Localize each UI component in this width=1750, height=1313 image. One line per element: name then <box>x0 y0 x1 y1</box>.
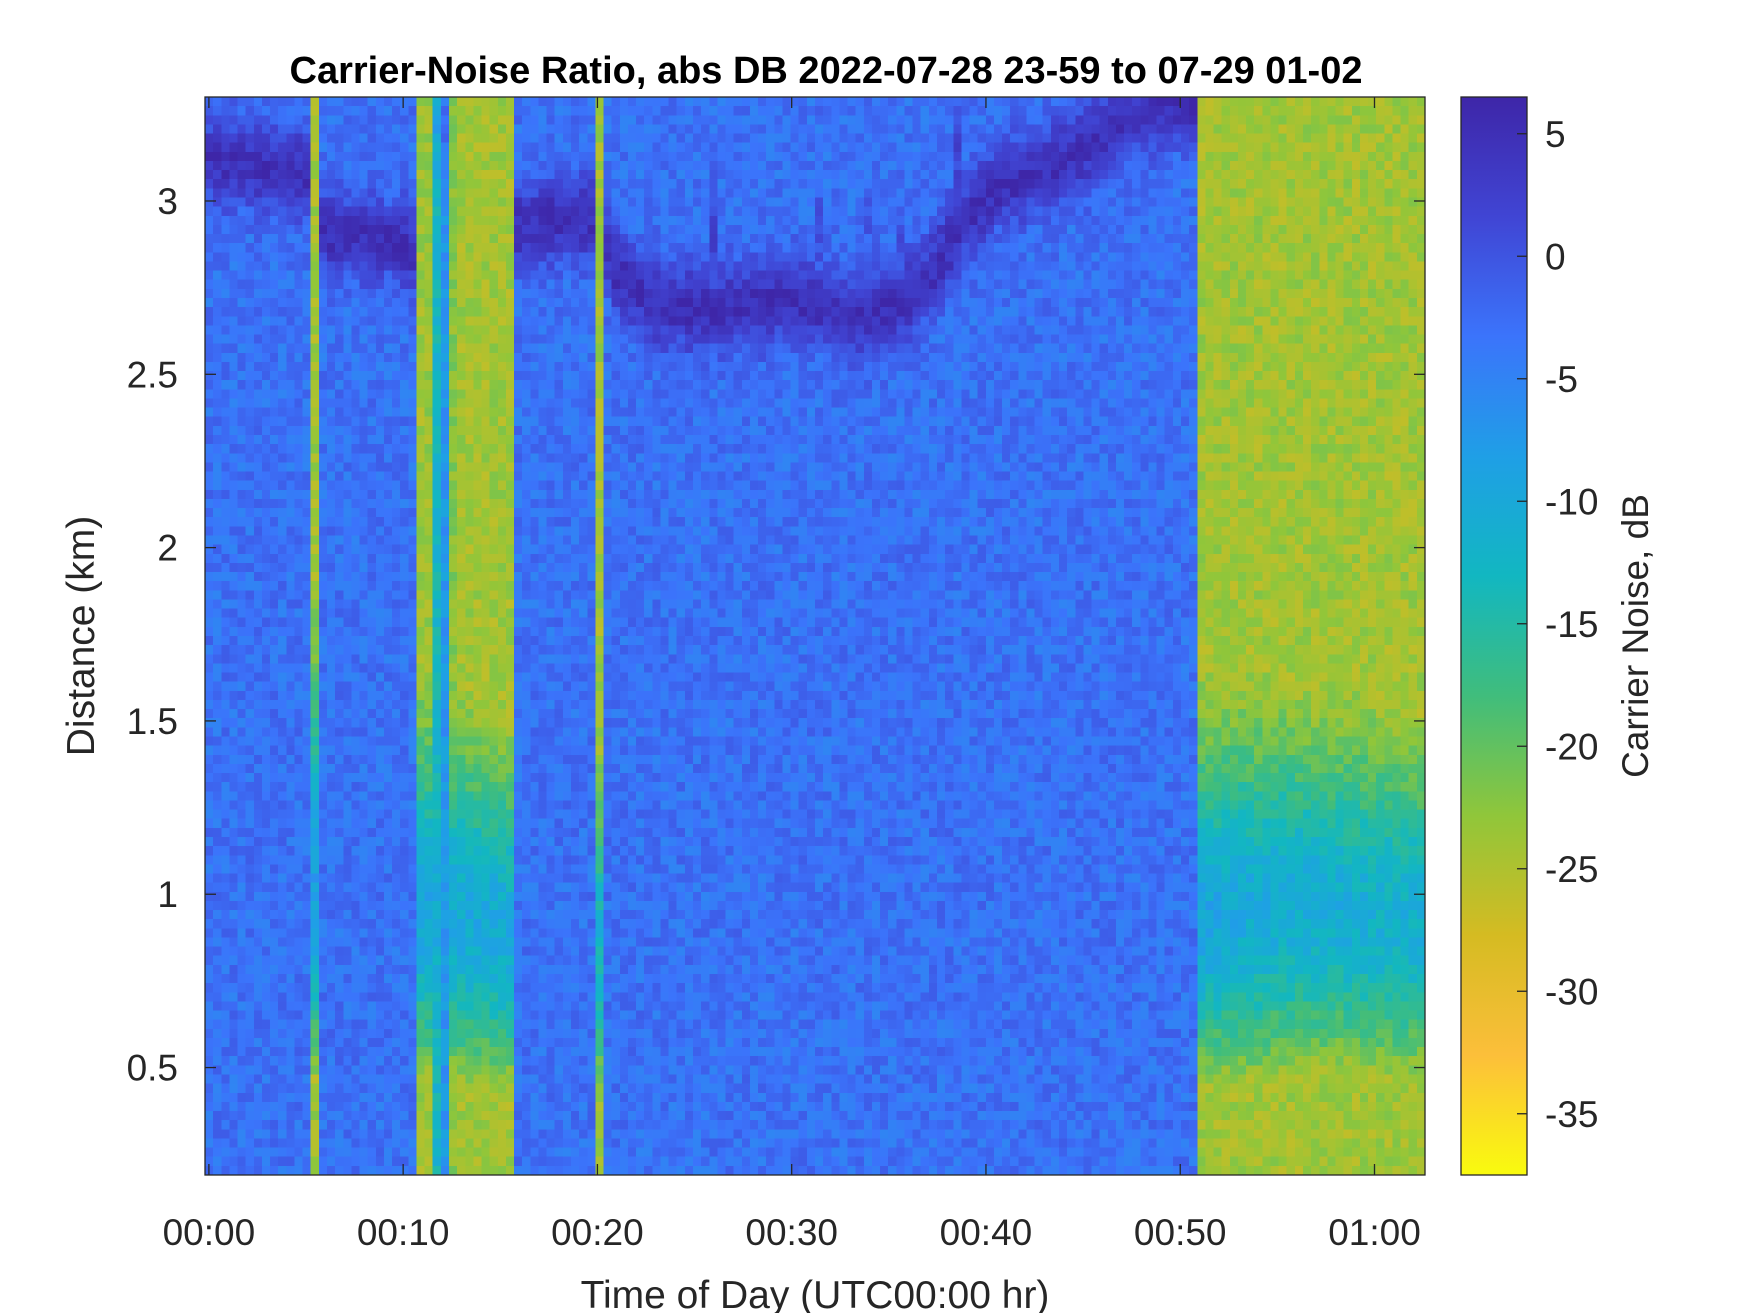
x-axis: 00:00 00:10 00:20 00:30 00:40 00:50 01:00 <box>163 97 1421 1253</box>
chart-title: Carrier-Noise Ratio, abs DB 2022-07-28 2… <box>290 50 1363 92</box>
colorbar: 5 0 -5 -10 -15 -20 -25 -30 -35 <box>1460 96 1598 1176</box>
colorbar-tick-label: -10 <box>1545 481 1598 522</box>
colorbar-tick-label: 5 <box>1545 114 1566 155</box>
x-tick-label: 00:20 <box>551 1212 644 1253</box>
colorbar-tick-label: 0 <box>1545 236 1566 277</box>
x-tick-label: 01:00 <box>1328 1212 1421 1253</box>
colorbar-label: Carrier Noise, dB <box>1615 494 1656 778</box>
colorbar-gradient <box>1460 96 1528 1176</box>
x-tick-label: 00:10 <box>357 1212 450 1253</box>
plot-frame <box>204 96 1426 1176</box>
colorbar-tick-label: -20 <box>1545 726 1598 767</box>
y-tick-label: 2.5 <box>127 354 178 395</box>
y-tick-label: 3 <box>157 181 178 222</box>
x-axis-label: Time of Day (UTC00:00 hr) <box>581 1274 1050 1313</box>
plot-area <box>204 96 1426 1176</box>
y-tick-label: 1.5 <box>127 701 178 742</box>
y-axis: 0.5 1 1.5 2 2.5 3 <box>127 181 1425 1089</box>
y-tick-label: 1 <box>157 874 178 915</box>
colorbar-tick-label: -25 <box>1545 849 1598 890</box>
colorbar-tick-label: -15 <box>1545 604 1598 645</box>
y-axis-label: Distance (km) <box>60 516 103 757</box>
colorbar-tick-label: -30 <box>1545 971 1598 1012</box>
colorbar-tick-label: -35 <box>1545 1094 1598 1135</box>
x-tick-label: 00:40 <box>940 1212 1033 1253</box>
y-tick-label: 0.5 <box>127 1048 178 1089</box>
colorbar-ticks: 5 0 -5 -10 -15 -20 -25 -30 -35 <box>1517 114 1598 1135</box>
heatmap-image <box>205 97 1425 1175</box>
x-tick-label: 00:00 <box>163 1212 256 1253</box>
y-tick-label: 2 <box>157 528 178 569</box>
x-tick-label: 00:30 <box>745 1212 838 1253</box>
colorbar-tick-label: -5 <box>1545 359 1578 400</box>
x-tick-label: 00:50 <box>1134 1212 1227 1253</box>
